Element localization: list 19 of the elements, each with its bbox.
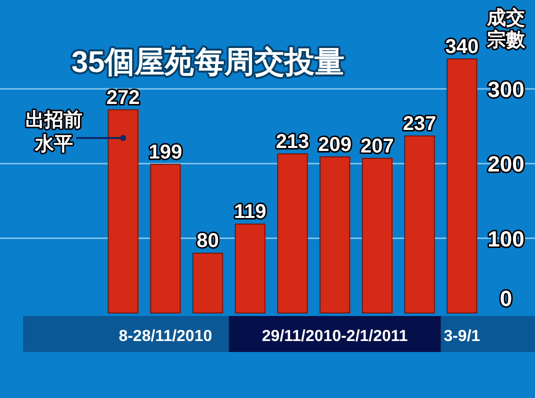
y-tick-label: 100 <box>488 226 524 252</box>
data-label: 199 <box>148 141 182 164</box>
chart-title: 35個屋苑每周交投量 <box>71 45 345 79</box>
text: 8-28/11/2010 <box>118 328 212 345</box>
text: 出招前水平 <box>26 109 82 155</box>
data-label: 272 <box>106 86 140 109</box>
data-label: 237 <box>402 112 436 135</box>
y-tick-label: 0 <box>500 286 512 311</box>
data-label: 80 <box>196 230 219 252</box>
y-tick-label: 200 <box>488 152 524 177</box>
y-tick-label: 300 <box>488 76 524 102</box>
data-label: 340 <box>445 36 479 58</box>
data-label: 213 <box>276 130 310 153</box>
data-label: 119 <box>234 201 266 224</box>
text: 29/11/2010-2/1/2011 <box>262 328 408 345</box>
y-axis-title: 成交宗數 <box>486 7 526 51</box>
data-label: 207 <box>360 135 394 158</box>
text: 3-9/1 <box>444 328 480 345</box>
data-label: 209 <box>318 134 352 156</box>
